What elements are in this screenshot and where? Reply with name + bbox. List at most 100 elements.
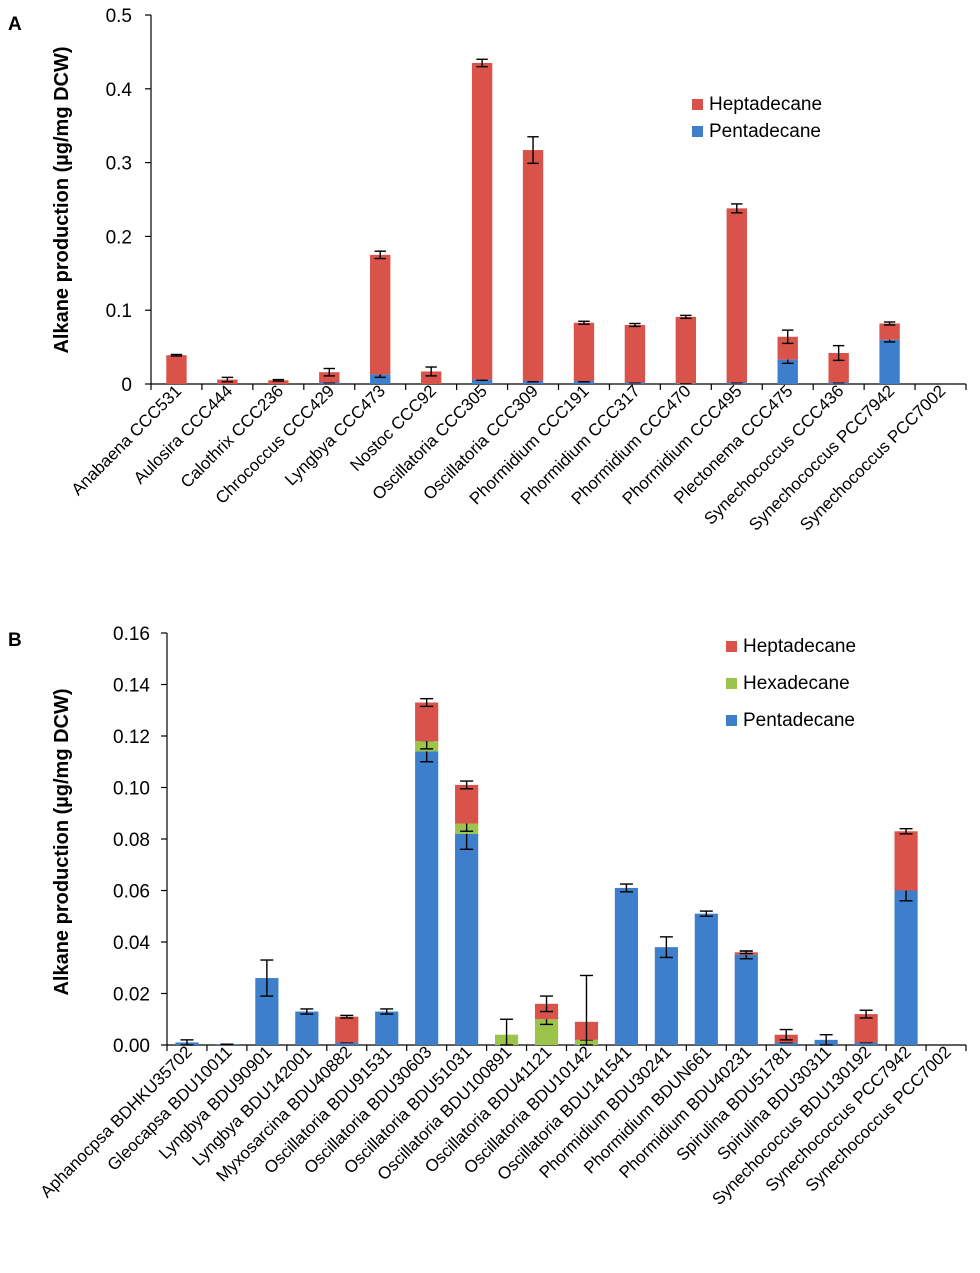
bar-pentadecane [854,1042,878,1045]
bar-group [894,828,918,1045]
bar-group [375,1008,399,1045]
bar-group [522,136,544,384]
bar-group [828,344,849,384]
bar-pentadecane [726,382,747,384]
bar-group [420,366,442,384]
error-bar [819,1033,833,1046]
bar-heptadecane [894,831,918,891]
y-axis-title: Alkane production (µg/mg DCW) [51,688,73,995]
y-tick-label: 0.4 [106,80,133,101]
y-tick-label: 0.5 [106,6,132,27]
error-bar [699,910,713,917]
error-bar [859,1009,873,1019]
bar-group [319,367,340,384]
y-tick-label: 0.06 [113,882,150,903]
bar-heptadecane [879,323,900,340]
error-bar [832,344,845,362]
bar-pentadecane [777,359,798,384]
chart-panel-b: B Alkane production (µg/mg DCW) 0.00 0.02 0.… [8,624,967,1209]
bar-group [726,203,747,384]
bar-heptadecane [370,254,391,375]
legend-swatch-heptadecane [692,99,703,110]
error-bar [731,203,743,214]
y-tick-label: 0.16 [113,624,150,645]
bar-group [614,883,639,1045]
bar-heptadecane [777,336,798,360]
error-bar [629,322,641,328]
error-bar [527,136,539,165]
error-bar [579,974,593,1046]
error-bar [323,367,335,377]
bar-group [854,1009,878,1045]
y-tick-label: 0.3 [106,154,132,175]
legend-label: Pentadecane [743,710,855,731]
bar-heptadecane [675,316,697,384]
error-bar [540,995,554,1013]
bar-heptadecane [166,355,187,384]
bar-pentadecane [774,1042,798,1045]
bar-heptadecane [415,702,439,742]
bar-pentadecane [319,382,340,384]
error-bar [680,314,692,320]
bar-group [654,936,678,1045]
legend-label: Pentadecane [709,121,821,142]
bar-group [734,950,758,1045]
bar-pentadecane [370,374,391,384]
bar-group [624,322,646,384]
bar-pentadecane [471,379,493,384]
bar-heptadecane [624,324,646,383]
bar-heptadecane [268,380,289,384]
error-bar [300,1008,314,1015]
legend-swatch-pentadecane [692,126,703,137]
y-tick-label: 0.04 [113,933,150,954]
bar-pentadecane [828,382,849,384]
y-tick-label: 0.14 [113,676,150,697]
y-tick-label: 0.10 [113,779,150,800]
bar-pentadecane [654,947,678,1045]
error-bar [883,321,896,326]
bar-group [370,250,391,384]
error-bar [782,329,794,345]
error-bar [739,950,753,955]
bar-pentadecane [614,887,639,1045]
legend-swatch-pentadecane [726,715,737,726]
bar-group [879,321,900,384]
y-tick-label: 0 [121,375,132,396]
y-tick-label: 0.00 [113,1036,150,1057]
bar-hexadecane [534,1019,559,1045]
bar-group [814,1033,838,1046]
bar-heptadecane [420,371,442,384]
error-bar [272,378,285,382]
bar-heptadecane [573,322,595,382]
error-bar [659,936,673,959]
error-bar [779,1028,793,1041]
chart-panel-a: A Alkane production (µg/mg DCW) 0 0.1 0.2 0.3… [8,6,967,534]
bar-pentadecane [894,890,918,1045]
error-bar [420,697,434,708]
bar-group [777,329,798,384]
bar-pentadecane [734,954,758,1045]
error-bar [899,828,913,835]
y-tick-label: 0.2 [106,227,132,248]
error-bar [221,376,234,383]
panel-letter: A [8,14,22,35]
error-bar [380,1008,394,1015]
bar-group [166,353,187,384]
error-bar [476,58,488,68]
error-bar [180,1039,194,1046]
y-tick-label: 0.02 [113,985,150,1006]
error-bar [460,780,474,790]
bar-pentadecane [375,1011,399,1045]
bar-group [573,320,595,384]
bar-pentadecane [255,978,279,1045]
bar-heptadecane [471,62,493,380]
error-bar [500,1018,514,1046]
bar-heptadecane [319,372,340,383]
bar-group [574,974,599,1046]
legend-swatch-hexadecane [726,678,737,689]
legend-label: Hexadecane [743,673,850,694]
bar-group [217,376,238,384]
bar-group [295,1008,319,1045]
error-bar [619,883,633,893]
